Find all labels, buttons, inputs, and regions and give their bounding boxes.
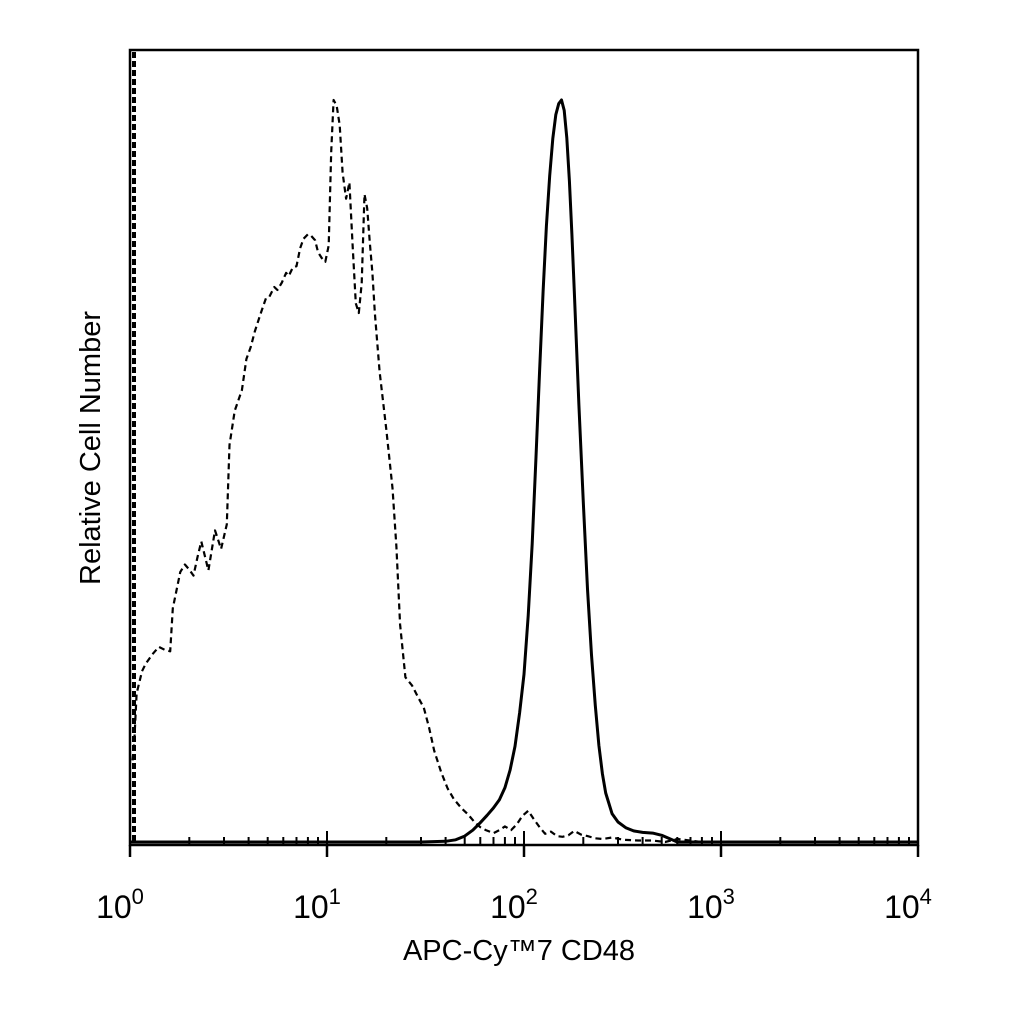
x-axis-label: APC-Cy™7 CD48	[403, 935, 635, 967]
x-tick-label: 101	[293, 884, 341, 925]
x-axis-ticks	[128, 831, 920, 857]
y-axis-label: Relative Cell Number	[75, 311, 107, 585]
series-layer	[130, 52, 918, 844]
x-tick-label: 102	[490, 884, 538, 925]
x-tick-label: 103	[687, 884, 735, 925]
series-solid-histogram	[130, 98, 918, 844]
x-tick-label: 100	[96, 884, 144, 925]
x-tick-label: 104	[884, 884, 932, 925]
x-axis-tick-labels: 100 101 102 103 104	[96, 884, 932, 925]
series-dashed-histogram	[131, 98, 918, 844]
